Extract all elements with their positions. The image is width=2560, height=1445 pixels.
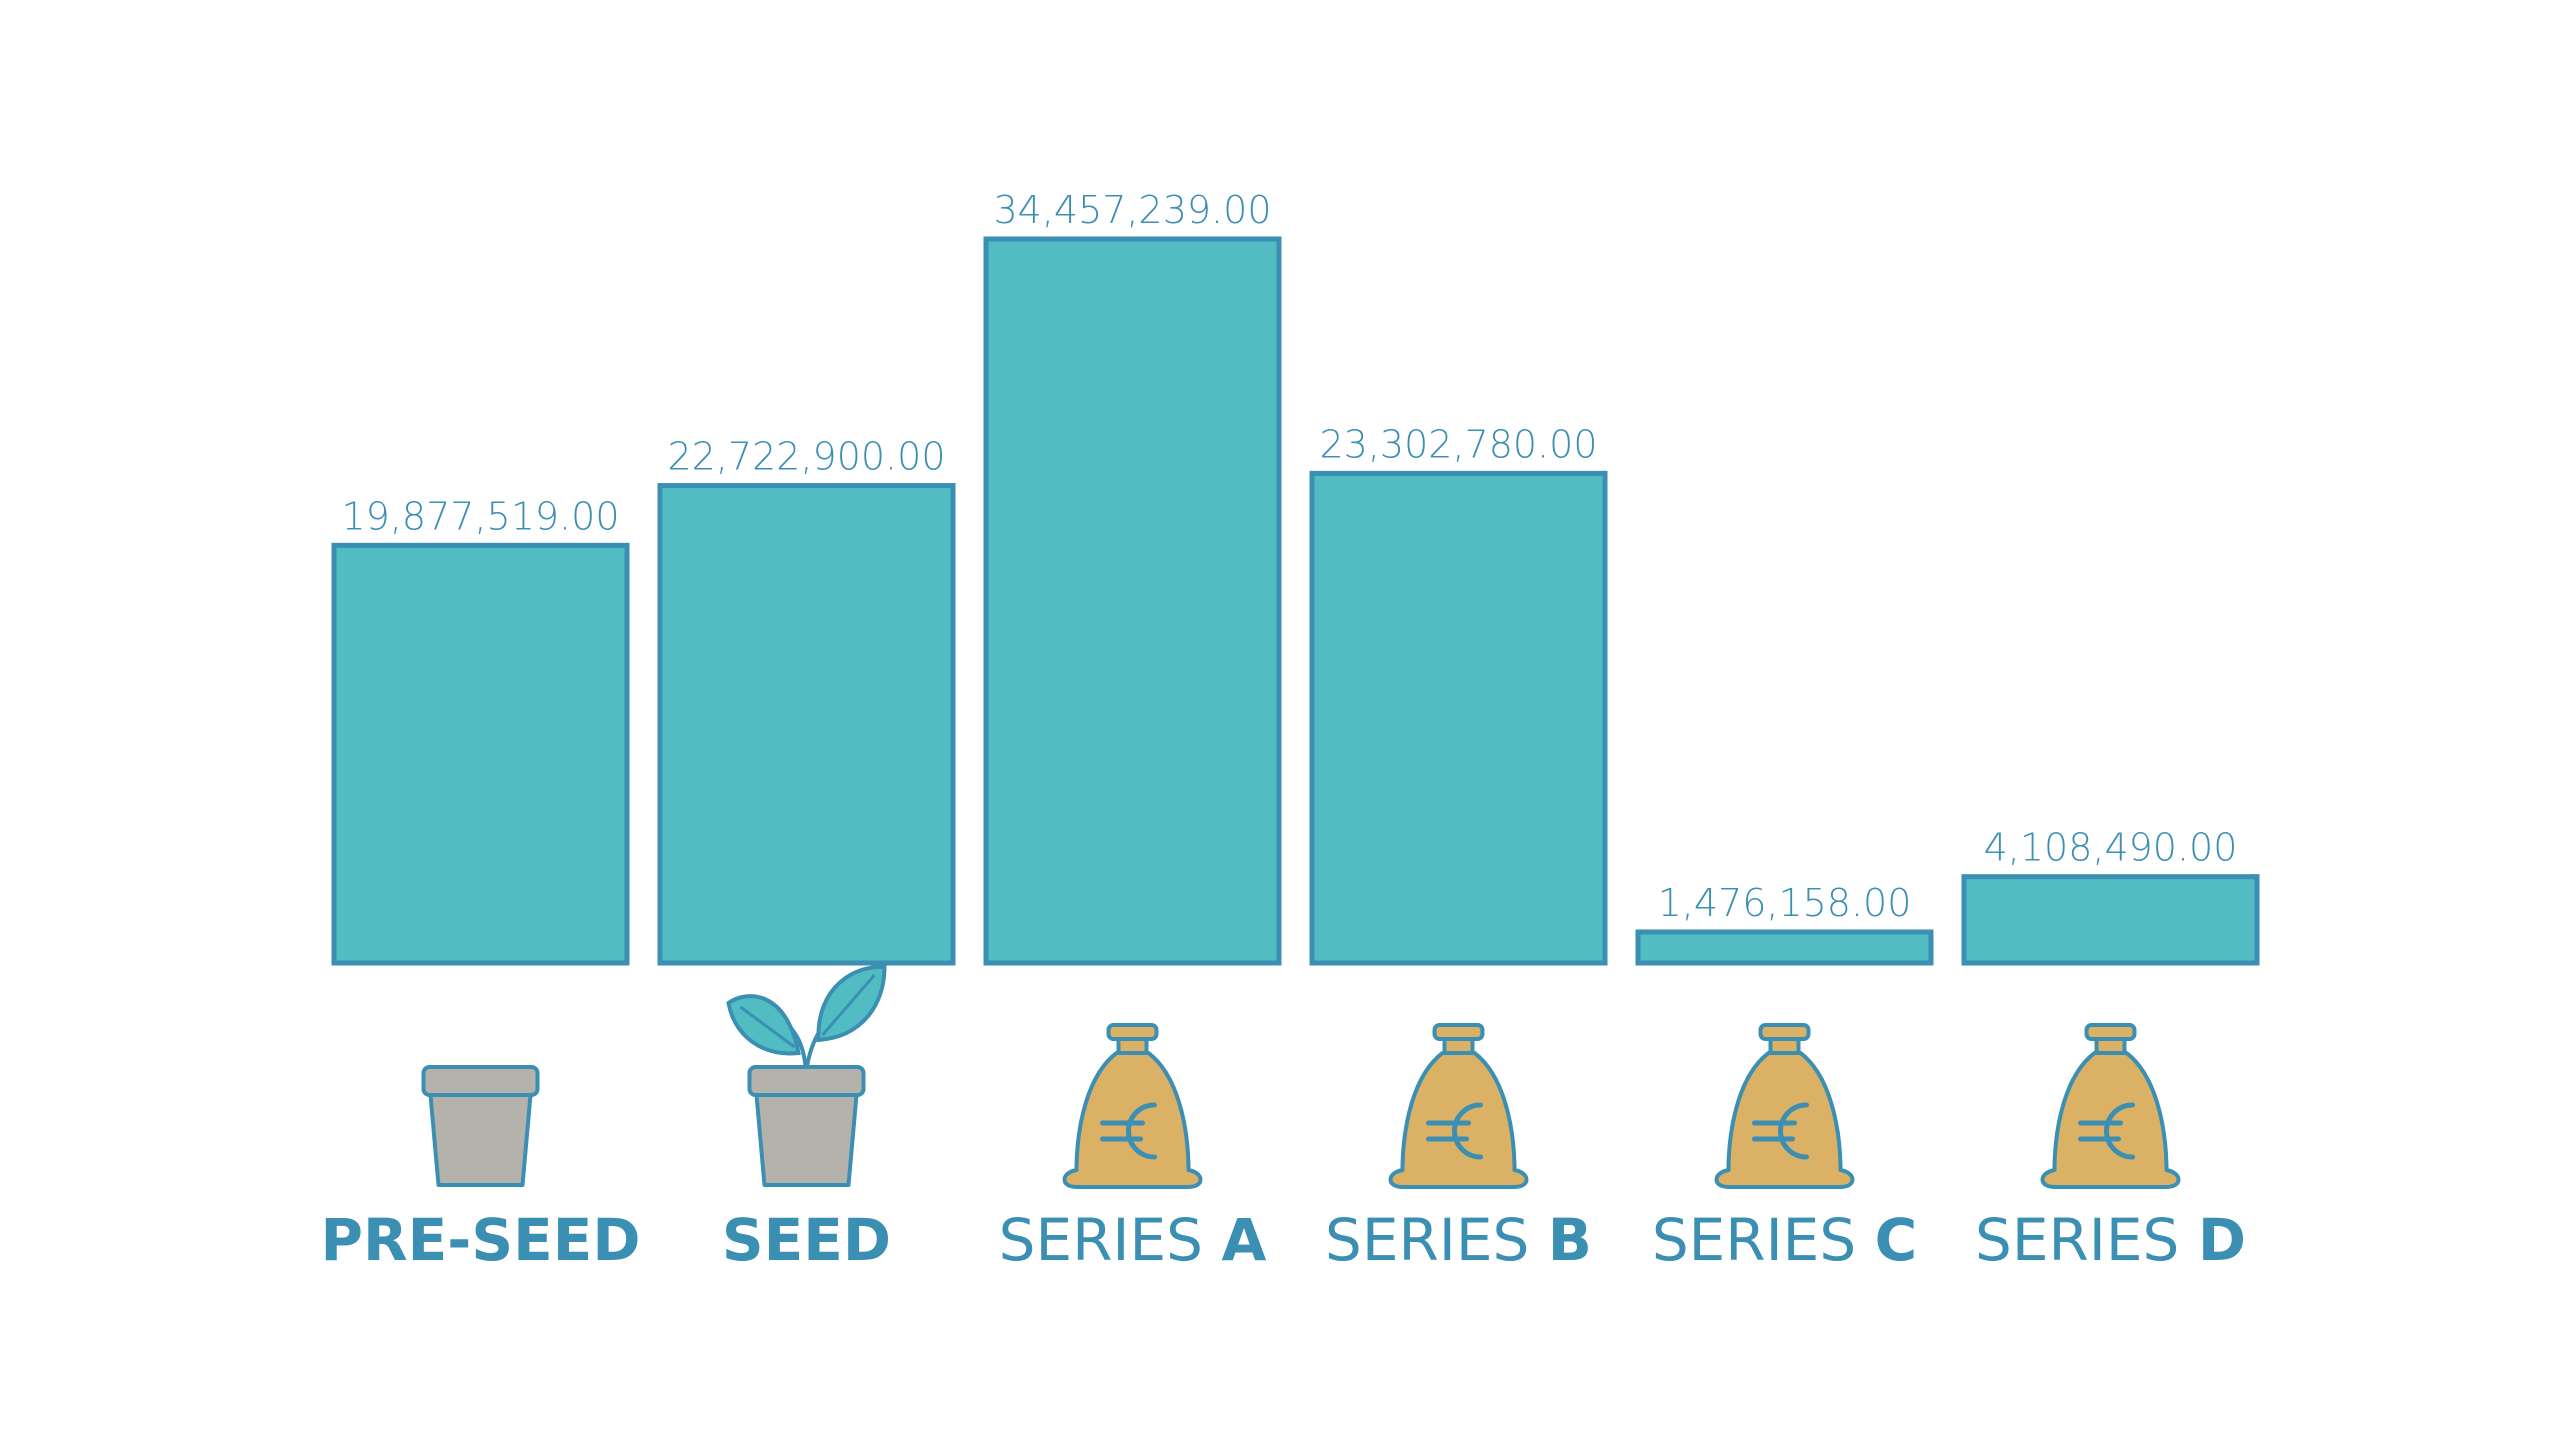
category-label: SERIES A (999, 1206, 1267, 1274)
category-label-prefix: SERIES (1652, 1206, 1875, 1274)
empty-pot-icon (421, 1065, 540, 1187)
category-label-emphasis: C (1875, 1206, 1918, 1274)
bar-series-d (1961, 874, 2260, 966)
sprout-pot-icon (726, 964, 887, 1187)
category-label-prefix: SERIES (999, 1206, 1222, 1274)
category-labels-layer: PRE-SEED SEED SERIES A SERIES B SERIES C SERI… (320, 1206, 2245, 1274)
value-label: 34,457,239.00 (993, 188, 1271, 232)
category-label: SEED (722, 1206, 891, 1274)
value-label: 1,476,158.00 (1658, 881, 1912, 925)
category-label-emphasis: A (1221, 1206, 1266, 1274)
category-label-prefix: SERIES (1325, 1206, 1548, 1274)
bar-series-b (1309, 470, 1608, 966)
category-label-emphasis: B (1548, 1206, 1592, 1274)
euro-money-bag-icon (1388, 1023, 1529, 1189)
value-label: 23,302,780.00 (1319, 422, 1597, 466)
category-label: SERIES D (1975, 1206, 2246, 1274)
category-label-emphasis: D (2198, 1206, 2246, 1274)
euro-money-bag-icon (2040, 1023, 2181, 1189)
category-label-emphasis: SEED (722, 1206, 891, 1274)
value-label: 19,877,519.00 (341, 494, 619, 538)
bar-pre-seed (331, 542, 630, 966)
bar-series-a (983, 236, 1282, 966)
category-label-emphasis: PRE-SEED (320, 1206, 640, 1274)
icons-layer (421, 964, 2181, 1189)
bar-seed (657, 483, 956, 966)
category-label: SERIES C (1652, 1206, 1917, 1274)
bar-series-c (1635, 929, 1934, 966)
value-labels-layer: 19,877,519.00 22,722,900.00 34,457,239.00 2… (341, 188, 2237, 925)
value-label: 22,722,900.00 (667, 435, 945, 479)
bars-layer (331, 236, 2260, 966)
euro-money-bag-icon (1062, 1023, 1203, 1189)
category-label: SERIES B (1325, 1206, 1592, 1274)
value-label: 4,108,490.00 (1984, 826, 2238, 870)
category-label: PRE-SEED (320, 1206, 640, 1274)
category-label-prefix: SERIES (1975, 1206, 2198, 1274)
euro-money-bag-icon (1714, 1023, 1855, 1189)
